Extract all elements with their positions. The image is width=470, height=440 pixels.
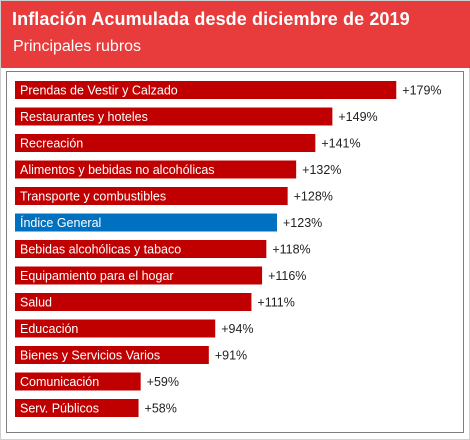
bar-label-transporte-y-combustibles: Transporte y combustibles xyxy=(20,190,166,204)
bar-restaurantes-y-hoteles xyxy=(15,107,333,126)
bar-label-alimentos-y-bebidas-no-alcoholicas: Alimentos y bebidas no alcohólicas xyxy=(20,163,215,177)
bar-prendas-de-vestir-y-calzado xyxy=(15,81,397,99)
bar-label-restaurantes-y-hoteles: Restaurantes y hoteles xyxy=(20,110,148,124)
bar-label-salud: Salud xyxy=(20,296,52,310)
bar-label-bebidas-alcoholicas-y-tabaco: Bebidas alcohólicas y tabaco xyxy=(20,243,181,257)
value-label-restaurantes-y-hoteles: +149% xyxy=(338,110,377,124)
bar-label-indice-general: Índice General xyxy=(20,215,101,230)
value-label-serv-publicos: +58% xyxy=(145,402,177,416)
value-label-bienes-y-servicios-varios: +91% xyxy=(215,349,247,363)
bar-comunicacion xyxy=(15,372,141,391)
bar-transporte-y-combustibles xyxy=(15,187,288,205)
chart-subtitle: Principales rubros xyxy=(13,38,142,55)
value-label-comunicacion: +59% xyxy=(147,375,179,389)
value-label-recreacion: +141% xyxy=(321,137,360,151)
chart-panel: Prendas de Vestir y Calzado +179% Restaura… xyxy=(6,71,464,433)
value-label-bebidas-alcoholicas-y-tabaco: +118% xyxy=(272,243,310,257)
bar-alimentos-y-bebidas-no-alcoholicas xyxy=(15,160,297,179)
bar-bebidas-alcoholicas-y-tabaco xyxy=(15,240,267,258)
bar-label-equipamiento-para-el-hogar: Equipamiento para el hogar xyxy=(20,269,174,283)
chart-title: Inflación Acumulada desde diciembre de 2… xyxy=(12,9,410,29)
bar-educacion xyxy=(15,319,216,338)
value-label-equipamiento-para-el-hogar: +116% xyxy=(268,269,306,283)
bar-label-educacion: Educación xyxy=(20,322,78,336)
bar-bienes-y-servicios-varios xyxy=(15,346,209,364)
bar-label-prendas-de-vestir-y-calzado: Prendas de Vestir y Calzado xyxy=(20,84,178,98)
bar-label-bienes-y-servicios-varios: Bienes y Servicios Varios xyxy=(20,349,160,363)
bar-label-serv-publicos: Serv. Públicos xyxy=(20,402,99,416)
value-label-alimentos-y-bebidas-no-alcoholicas: +132% xyxy=(302,163,341,177)
value-label-prendas-de-vestir-y-calzado: +179% xyxy=(402,84,441,98)
value-label-educacion: +94% xyxy=(221,322,253,336)
bar-label-comunicacion: Comunicación xyxy=(20,375,99,389)
header: Inflación Acumulada desde diciembre de 2… xyxy=(1,1,470,68)
bar-serv-publicos xyxy=(15,399,139,417)
bar-indice-general xyxy=(15,213,277,232)
bar-recreacion xyxy=(15,134,316,152)
value-label-indice-general: +123% xyxy=(283,216,322,230)
inflation-bar-chart: Prendas de Vestir y Calzado +179% Restaura… xyxy=(15,81,442,417)
value-label-transporte-y-combustibles: +128% xyxy=(294,190,333,204)
value-label-salud: +111% xyxy=(257,296,294,310)
bar-salud xyxy=(15,293,252,311)
bar-equipamiento-para-el-hogar xyxy=(15,266,263,285)
bar-label-recreacion: Recreación xyxy=(20,137,83,151)
